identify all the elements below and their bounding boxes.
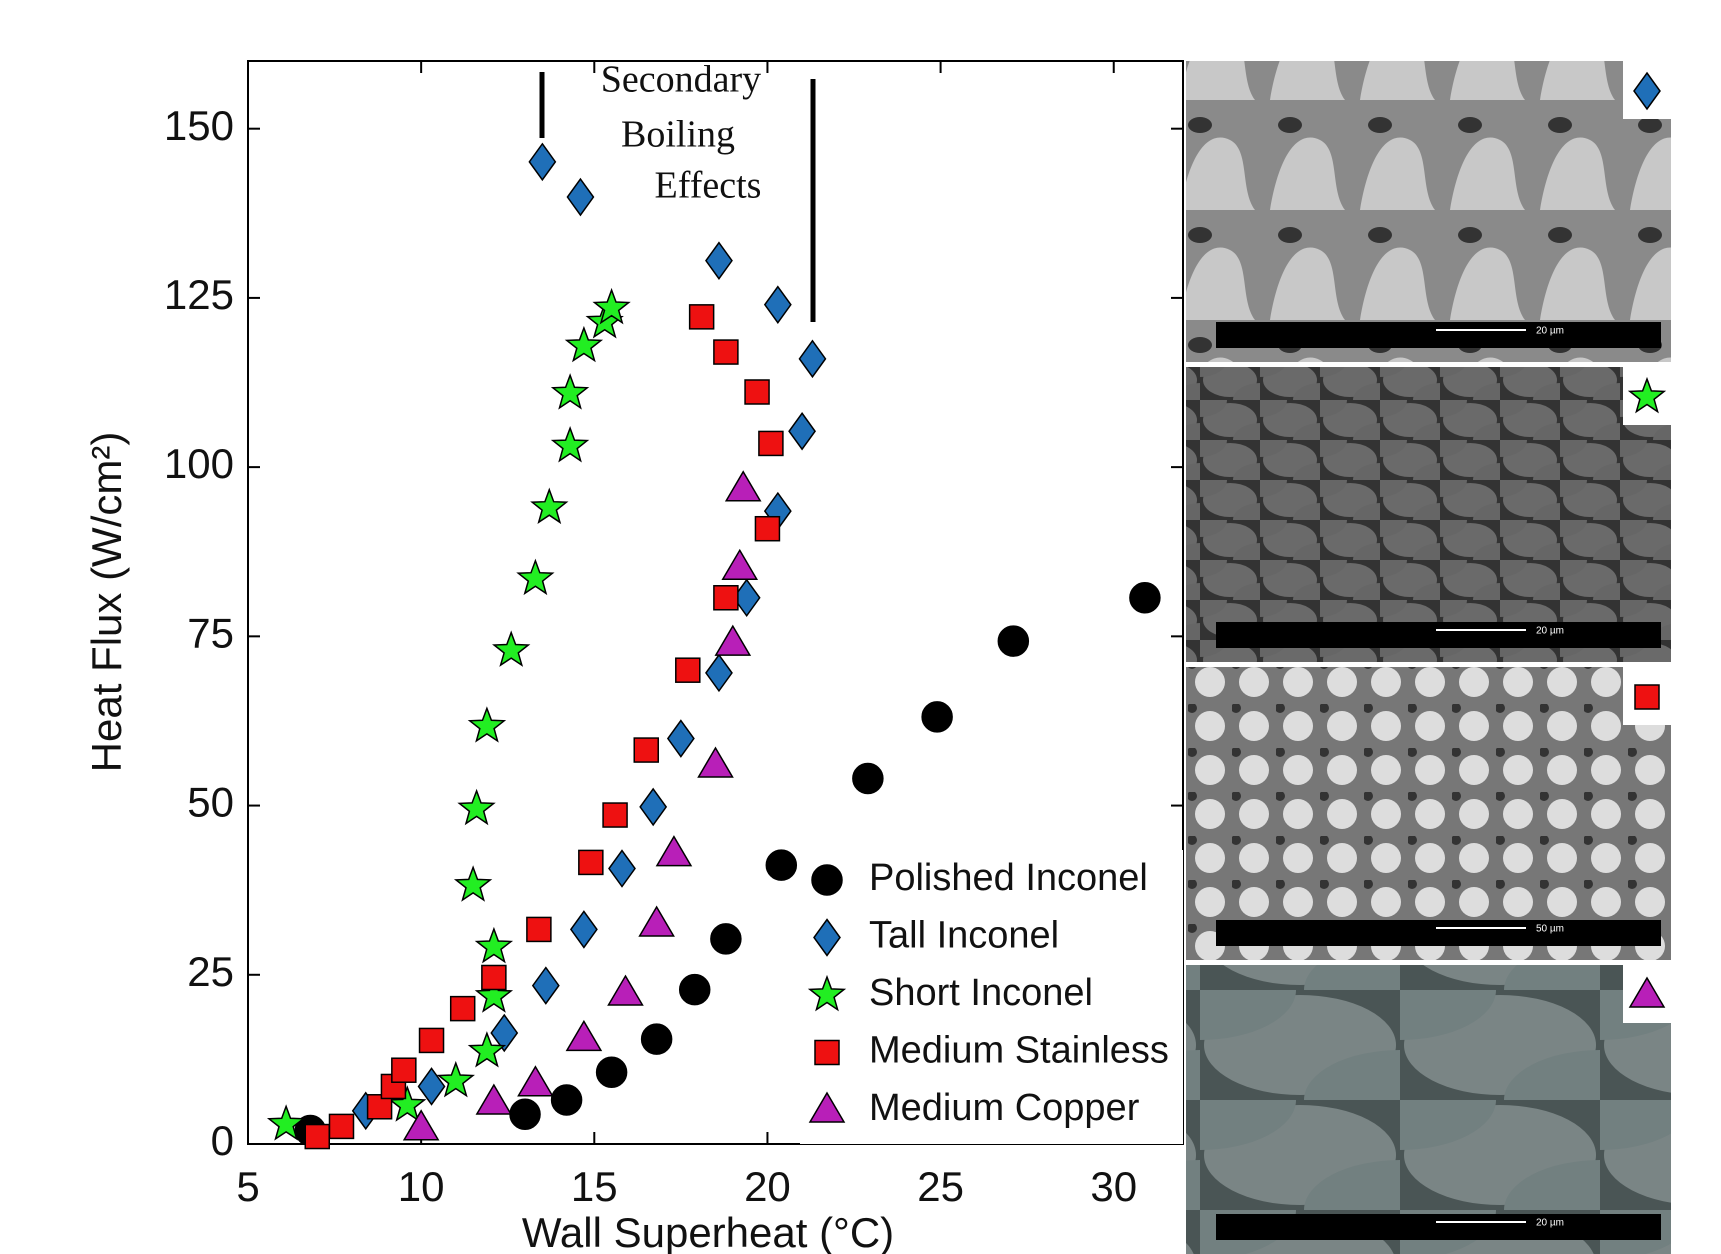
figure: 20 µm 20 µm 50 µm 20 µm 5 10 15 20 25 30 0 25 50 75 1… [0,0,1721,1254]
x-tick-label: 25 [917,1163,964,1210]
marker [597,1057,627,1087]
annotation: Boiling [621,114,735,156]
sem-image [1186,61,1671,362]
marker [714,340,738,364]
sem-image [1186,667,1671,960]
sem-image [1186,965,1671,1254]
y-tick-label: 125 [164,271,234,318]
legend-label: Short Inconel [869,972,1093,1014]
legend: Polished Inconel Tall Inconel Short Incone… [800,850,1183,1144]
marker [579,850,603,874]
annotation: Secondary [601,59,761,101]
caption-bar [1216,322,1661,348]
marker [812,865,842,895]
marker [998,626,1028,656]
marker [305,1125,329,1149]
y-tick-label: 75 [187,609,234,656]
x-tick-label: 20 [744,1163,791,1210]
marker [1130,583,1160,613]
y-tick-label: 100 [164,440,234,487]
marker [510,1099,540,1129]
marker [552,1085,582,1115]
marker [759,431,783,455]
marker [603,803,627,827]
marker [853,763,883,793]
marker [815,1041,839,1065]
legend-label: Tall Inconel [869,915,1059,957]
caption-bar [1216,1214,1661,1240]
marker [922,702,952,732]
marker [642,1024,672,1054]
caption-bar [1216,920,1661,946]
marker [680,975,710,1005]
marker [420,1028,444,1052]
scale-label: 20 µm [1536,326,1564,337]
marker [766,850,796,880]
marker [392,1058,416,1082]
legend-label: Polished Inconel [869,857,1148,899]
x-axis-label: Wall Superheat (°C) [522,1209,894,1254]
marker [451,997,475,1021]
sem-image [1186,367,1671,662]
x-tick-label: 5 [236,1163,259,1210]
sem-panels: 20 µm 20 µm 50 µm 20 µm [1186,61,1671,1254]
annotation: Effects [655,165,762,207]
marker [527,917,551,941]
legend-label: Medium Stainless [869,1030,1169,1072]
marker [482,965,506,989]
scale-label: 50 µm [1536,924,1564,935]
y-tick-label: 50 [187,779,234,826]
y-axis-label: Heat Flux (W/cm²) [83,432,130,773]
scale-label: 20 µm [1536,1218,1564,1229]
marker [1635,685,1659,709]
marker [634,738,658,762]
marker [745,380,769,404]
y-tick-label: 150 [164,102,234,149]
marker [755,517,779,541]
x-tick-label: 10 [398,1163,445,1210]
marker [714,586,738,610]
marker [711,924,741,954]
y-tick-label: 25 [187,948,234,995]
scale-label: 20 µm [1536,626,1564,637]
x-tick-label: 30 [1090,1163,1137,1210]
caption-bar [1216,622,1661,648]
legend-label: Medium Copper [869,1087,1140,1129]
x-tick-label: 15 [571,1163,618,1210]
marker [676,658,700,682]
marker [690,305,714,329]
y-tick-label: 0 [211,1117,234,1164]
marker [330,1114,354,1138]
